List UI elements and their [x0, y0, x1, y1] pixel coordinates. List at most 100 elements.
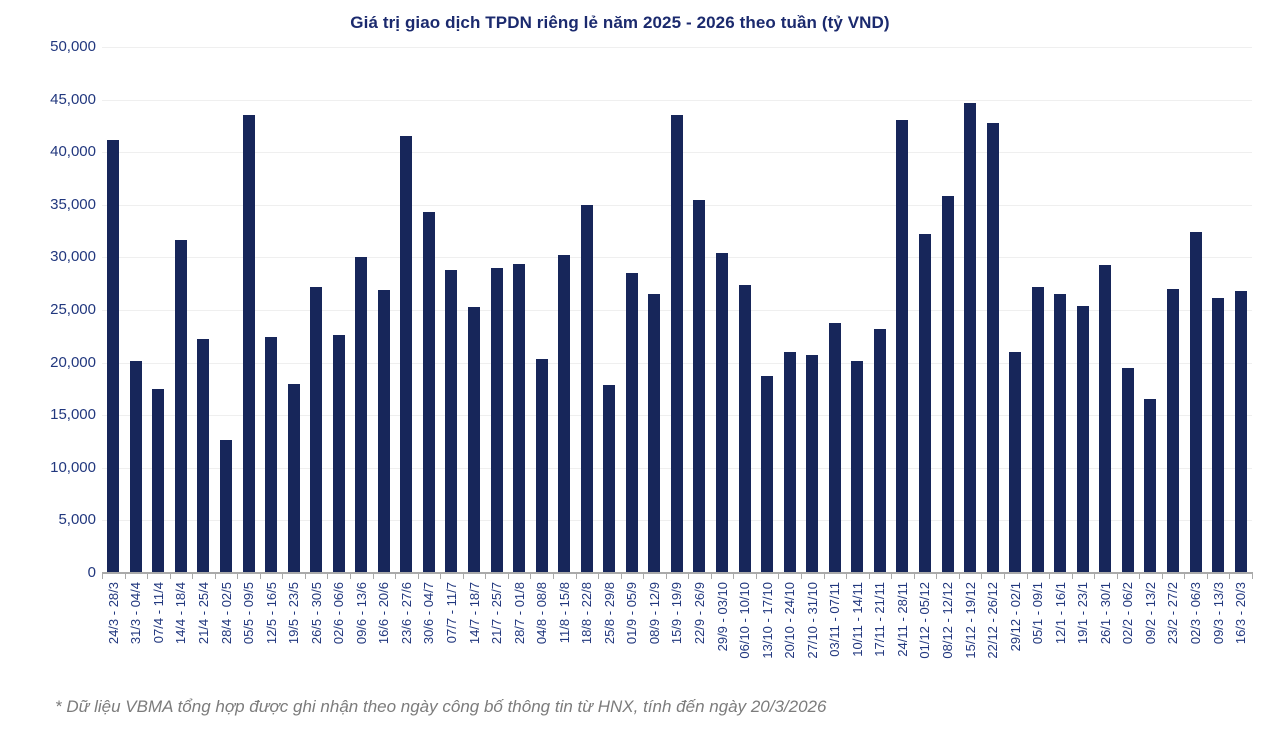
x-axis-tick	[1026, 574, 1028, 579]
x-label-slot: 09/3 - 13/3	[1207, 582, 1230, 697]
x-tick-label: 09/6 - 13/6	[353, 582, 369, 645]
x-label-slot: 18/8 - 22/8	[575, 582, 598, 697]
x-axis-tick	[913, 574, 915, 579]
x-label-slot: 20/10 - 24/10	[778, 582, 801, 697]
bar	[490, 267, 503, 573]
x-label-slot: 21/4 - 25/4	[192, 582, 215, 697]
x-label-slot: 29/9 - 03/10	[711, 582, 734, 697]
chart-title: Giá trị giao dịch TPDN riêng lẻ năm 2025…	[350, 13, 890, 32]
x-axis-tick	[395, 574, 397, 579]
x-label-slot: 11/8 - 15/8	[553, 582, 576, 697]
x-axis-tick	[891, 574, 893, 579]
x-tick-label: 02/3 - 06/3	[1188, 582, 1204, 645]
bar	[310, 286, 323, 573]
x-label-slot: 14/4 - 18/4	[170, 582, 193, 697]
x-tick-label: 04/8 - 08/8	[534, 582, 550, 645]
y-tick-label: 0	[87, 564, 96, 581]
x-axis-tick	[1094, 574, 1096, 579]
x-tick-label: 19/5 - 23/5	[286, 582, 302, 645]
x-axis-tick	[1116, 574, 1118, 579]
x-label-slot: 26/5 - 30/5	[305, 582, 328, 697]
bar-slot	[1117, 47, 1140, 573]
x-axis-tick	[169, 574, 171, 579]
x-tick-label: 21/4 - 25/4	[195, 582, 211, 645]
x-tick-label: 24/3 - 28/3	[105, 582, 121, 645]
bar-slot	[981, 47, 1004, 573]
x-axis-tick	[372, 574, 374, 579]
bar-slot	[1049, 47, 1072, 573]
bar-slot	[936, 47, 959, 573]
x-tick-label: 20/10 - 24/10	[782, 582, 798, 659]
x-label-slot: 02/3 - 06/3	[1184, 582, 1207, 697]
bar	[1212, 298, 1225, 573]
bar-slot	[643, 47, 666, 573]
bar-slot	[824, 47, 847, 573]
x-tick-label: 19/1 - 23/1	[1075, 582, 1091, 645]
bar-slot	[305, 47, 328, 573]
x-label-slot: 28/4 - 02/5	[215, 582, 238, 697]
y-tick-label: 5,000	[58, 511, 96, 529]
x-label-slot: 21/7 - 25/7	[485, 582, 508, 697]
x-tick-label: 31/3 - 04/4	[128, 582, 144, 645]
bar	[265, 337, 278, 573]
x-tick-label: 22/9 - 26/9	[691, 582, 707, 645]
bar	[1009, 352, 1022, 573]
x-label-slot: 23/2 - 27/2	[1162, 582, 1185, 697]
bar-slot	[260, 47, 283, 573]
bar	[445, 270, 458, 573]
bar-slot	[530, 47, 553, 573]
x-tick-label: 12/5 - 16/5	[263, 582, 279, 645]
x-axis-labels: 24/3 - 28/3 31/3 - 04/4 07/4 - 11/4 14/4 - …	[102, 582, 1252, 697]
x-tick-label: 05/1 - 09/1	[1030, 582, 1046, 645]
x-label-slot: 14/7 - 18/7	[463, 582, 486, 697]
bar	[152, 388, 165, 573]
x-label-slot: 15/9 - 19/9	[666, 582, 689, 697]
x-label-slot: 10/11 - 14/11	[846, 582, 869, 697]
x-tick-label: 28/7 - 01/8	[511, 582, 527, 645]
bar-slot	[621, 47, 644, 573]
bar	[332, 335, 345, 573]
x-label-slot: 06/10 - 10/10	[733, 582, 756, 697]
bar	[1234, 291, 1247, 573]
bar-slot	[553, 47, 576, 573]
bar	[377, 290, 390, 573]
x-tick-label: 22/12 - 26/12	[985, 582, 1001, 659]
x-axis-tick	[214, 574, 216, 579]
bar-slot	[192, 47, 215, 573]
bar	[400, 136, 413, 573]
bar-slot	[395, 47, 418, 573]
y-tick-label: 30,000	[50, 248, 96, 266]
x-tick-label: 07/7 - 11/7	[443, 582, 459, 644]
x-label-slot: 28/7 - 01/8	[508, 582, 531, 697]
y-tick-label: 45,000	[50, 90, 96, 108]
bar	[422, 212, 435, 573]
x-label-slot: 03/11 - 07/11	[824, 582, 847, 697]
x-label-slot: 25/8 - 29/8	[598, 582, 621, 697]
y-tick-label: 50,000	[50, 38, 96, 55]
bar-slot	[237, 47, 260, 573]
x-axis-tick	[1049, 574, 1051, 579]
x-tick-label: 25/8 - 29/8	[601, 582, 617, 645]
bar	[693, 199, 706, 573]
bar	[1121, 367, 1134, 573]
bar-slot	[440, 47, 463, 573]
bar-slot	[711, 47, 734, 573]
x-label-slot: 07/7 - 11/7	[440, 582, 463, 697]
bar-slot	[350, 47, 373, 573]
x-axis-tick	[755, 574, 757, 579]
bar	[806, 355, 819, 573]
bar-slot	[215, 47, 238, 573]
x-label-slot: 23/6 - 27/6	[395, 582, 418, 697]
x-label-slot: 08/9 - 12/9	[643, 582, 666, 697]
bar-slot	[598, 47, 621, 573]
bar	[625, 273, 638, 573]
x-label-slot: 13/10 - 17/10	[756, 582, 779, 697]
bar	[648, 294, 661, 573]
x-tick-label: 29/12 - 02/1	[1007, 582, 1023, 652]
bar-slot	[869, 47, 892, 573]
x-axis-tick	[598, 574, 600, 579]
x-label-slot: 22/12 - 26/12	[981, 582, 1004, 697]
x-axis-tick	[1184, 574, 1186, 579]
x-axis-tick	[620, 574, 622, 579]
bar	[107, 139, 120, 573]
